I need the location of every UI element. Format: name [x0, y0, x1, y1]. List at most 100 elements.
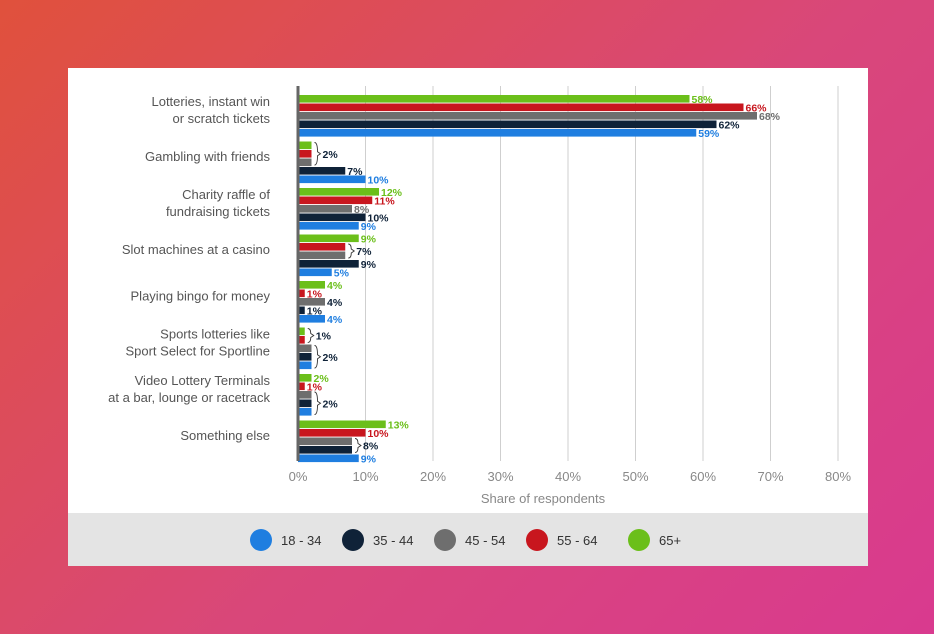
legend-item[interactable]: 18 - 34 — [250, 529, 321, 551]
category-label-line: or scratch tickets — [172, 111, 270, 126]
data-label: 5% — [334, 267, 350, 279]
data-label: 12% — [381, 187, 403, 199]
bar — [298, 260, 359, 268]
bar — [298, 120, 717, 129]
data-label: 11% — [374, 195, 395, 207]
data-label: 1% — [307, 305, 323, 317]
data-label: 1% — [307, 288, 323, 300]
data-label: 68% — [759, 111, 781, 123]
x-tick-label: 60% — [690, 469, 716, 484]
category-label-line: Slot machines at a casino — [122, 242, 270, 257]
category-label-line: Sport Select for Sportline — [125, 343, 270, 358]
data-label: 10% — [368, 174, 390, 186]
data-label-bracket — [314, 345, 322, 369]
legend-label: 18 - 34 — [281, 532, 322, 548]
bar — [298, 315, 325, 323]
bar — [298, 112, 757, 120]
data-label: 2% — [323, 352, 339, 364]
bar — [298, 103, 744, 112]
category-label-line: Charity raffle of — [182, 187, 270, 202]
data-label: 10% — [368, 428, 390, 440]
category-label: Gambling with friends — [145, 149, 270, 164]
category-label: Video Lottery Terminals at a bar, lounge … — [108, 373, 270, 405]
legend-item[interactable]: 35 - 44 — [342, 529, 413, 551]
bar — [298, 268, 332, 277]
bar — [298, 399, 312, 408]
category-label-line: at a bar, lounge or racetrack — [108, 390, 270, 405]
legend-label: 35 - 44 — [373, 532, 414, 548]
bar — [298, 298, 325, 306]
data-label: 1% — [307, 381, 323, 393]
data-label: 58% — [692, 94, 714, 106]
bar — [298, 175, 366, 184]
category-labels: Lotteries, instant win or scratch tickets… — [108, 94, 270, 443]
data-label: 8% — [354, 204, 370, 216]
bar — [298, 205, 352, 213]
bar — [298, 95, 690, 103]
legend-item[interactable]: 55 - 64 — [526, 529, 597, 551]
bar — [298, 420, 386, 429]
bar — [298, 222, 359, 230]
category-label: Playing bingo for money — [131, 288, 271, 303]
bar — [298, 391, 312, 399]
data-label: 9% — [361, 221, 377, 233]
data-label: 2% — [323, 149, 339, 161]
category-label: Lotteries, instant win or scratch tickets — [151, 94, 270, 126]
bar — [298, 251, 346, 260]
category-label-line: Something else — [180, 428, 270, 443]
data-label: 9% — [361, 233, 377, 245]
bar-chart: 58%66%68%62%59%2%7%10%12%11%8%10%9%9%7%9… — [108, 86, 851, 506]
category-label-line: Sports lotteries like — [160, 326, 270, 341]
data-label: 13% — [388, 419, 410, 431]
bar — [298, 374, 312, 382]
gridlines — [365, 86, 839, 461]
legend-swatch — [434, 529, 456, 551]
data-label: 59% — [698, 128, 720, 140]
data-label-bracket — [314, 142, 322, 166]
legend-label: 55 - 64 — [557, 532, 598, 548]
x-tick-label: 70% — [757, 469, 783, 484]
bar — [298, 289, 305, 298]
bar — [298, 167, 346, 175]
data-label: 2% — [314, 373, 330, 385]
bar — [298, 454, 359, 463]
legend-item[interactable]: 45 - 54 — [434, 529, 505, 551]
bar — [298, 213, 366, 222]
data-label: 7% — [347, 166, 363, 178]
bar — [298, 429, 366, 437]
data-label-bracket — [348, 243, 356, 259]
legend-swatch — [628, 529, 650, 551]
data-label: 10% — [368, 212, 390, 224]
bar — [298, 336, 305, 344]
category-label-line: Playing bingo for money — [131, 288, 271, 303]
category-label: Sports lotteries like Sport Select for Sp… — [125, 326, 270, 358]
legend-item[interactable]: 65+ — [628, 529, 681, 551]
data-label: 4% — [327, 297, 343, 309]
bar — [298, 150, 312, 158]
data-label: 8% — [363, 441, 379, 453]
category-label-line: Video Lottery Terminals — [135, 373, 271, 388]
bar — [298, 306, 305, 315]
category-label: Slot machines at a casino — [122, 242, 270, 257]
bar — [298, 408, 312, 416]
x-tick-label: 80% — [825, 469, 851, 484]
bar — [298, 234, 359, 243]
bar — [298, 281, 325, 289]
x-tick-label: 30% — [487, 469, 513, 484]
bar — [298, 361, 312, 370]
bar — [298, 437, 352, 446]
x-tick-label: 40% — [555, 469, 581, 484]
data-label: 7% — [356, 246, 372, 258]
data-label-bracket — [314, 391, 322, 416]
bar — [298, 129, 697, 137]
bar — [298, 382, 305, 391]
data-label: 66% — [746, 102, 768, 114]
x-tick-label: 50% — [622, 469, 648, 484]
bar — [298, 188, 379, 196]
bars — [298, 95, 757, 463]
chart-card: 58% 66% 68% 62% 59% 2% 7% 10% 12% 11% 8% 10% 9% 9% 7% 9… — [68, 68, 868, 566]
legend: 18 - 34 35 - 44 45 - 54 55 - 64 65+ — [68, 513, 868, 566]
x-tick-label: 10% — [352, 469, 378, 484]
data-label: 4% — [327, 314, 343, 326]
data-label: 4% — [327, 280, 343, 292]
